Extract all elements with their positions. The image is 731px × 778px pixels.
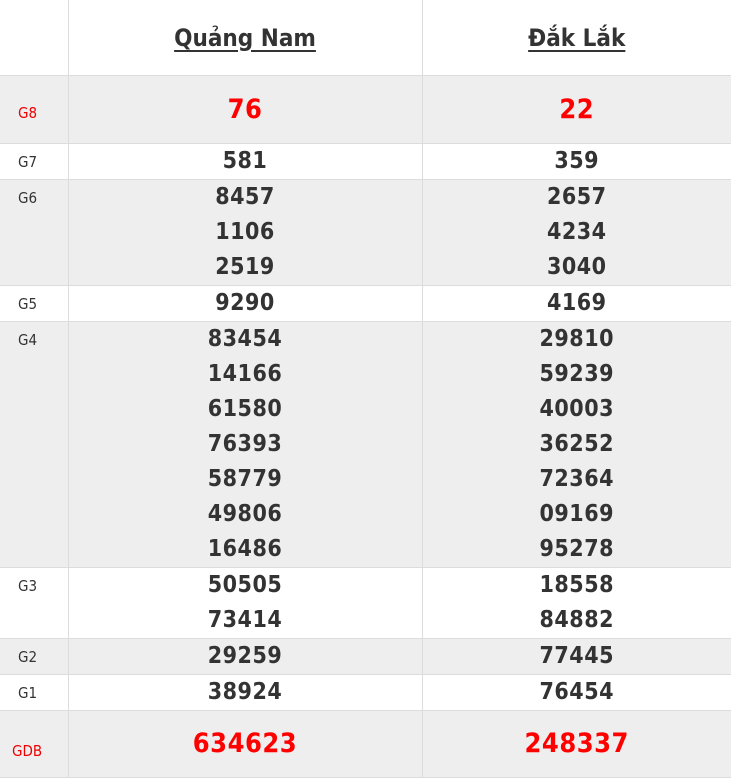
prize-cell: 581 xyxy=(68,144,422,180)
prize-number: 14166 xyxy=(69,357,422,392)
prize-number: 95278 xyxy=(423,532,731,567)
prize-number: 49806 xyxy=(69,497,422,532)
prize-label: G6 xyxy=(0,180,68,286)
prize-number: 634623 xyxy=(69,718,422,770)
prize-number: 59239 xyxy=(423,357,731,392)
prize-number: 18558 xyxy=(423,568,731,603)
prize-number: 09169 xyxy=(423,497,731,532)
prize-number: 3040 xyxy=(423,250,731,285)
prize-number: 72364 xyxy=(423,462,731,497)
prize-number: 581 xyxy=(69,144,422,179)
prize-number: 1106 xyxy=(69,215,422,250)
prize-label: G4 xyxy=(0,322,68,568)
prize-cell: 76 xyxy=(68,76,422,144)
prize-number: 4234 xyxy=(423,215,731,250)
prize-number: 76393 xyxy=(69,427,422,462)
prize-label: G1 xyxy=(0,675,68,711)
prize-number: 83454 xyxy=(69,322,422,357)
prize-number: 29259 xyxy=(69,639,422,674)
prize-number: 36252 xyxy=(423,427,731,462)
prize-cell: 77445 xyxy=(422,639,731,675)
prize-number: 73414 xyxy=(69,603,422,638)
prize-label: G3 xyxy=(0,568,68,639)
header-row: Quảng Nam Đắk Lắk xyxy=(0,0,731,76)
prize-cell: 38924 xyxy=(68,675,422,711)
prize-number: 38924 xyxy=(69,675,422,710)
prize-label: GDB xyxy=(0,711,68,778)
prize-number: 4169 xyxy=(423,286,731,321)
prize-label: G2 xyxy=(0,639,68,675)
prize-label: G7 xyxy=(0,144,68,180)
prize-cell: 248337 xyxy=(422,711,731,778)
prize-cell: 634623 xyxy=(68,711,422,778)
prize-number: 58779 xyxy=(69,462,422,497)
prize-number: 22 xyxy=(423,79,731,140)
prize-cell: 22 xyxy=(422,76,731,144)
prize-number: 2519 xyxy=(69,250,422,285)
corner-cell xyxy=(0,0,68,76)
prize-number: 9290 xyxy=(69,286,422,321)
prize-number: 16486 xyxy=(69,532,422,567)
prize-number: 76454 xyxy=(423,675,731,710)
prize-number: 2657 xyxy=(423,180,731,215)
prize-number: 40003 xyxy=(423,392,731,427)
province-link[interactable]: Đắk Lắk xyxy=(528,24,625,52)
prize-number: 29810 xyxy=(423,322,731,357)
prize-number: 8457 xyxy=(69,180,422,215)
prize-number: 248337 xyxy=(423,718,731,770)
prize-cell: 9290 xyxy=(68,286,422,322)
prize-number: 77445 xyxy=(423,639,731,674)
prize-label: G5 xyxy=(0,286,68,322)
prize-cell: 76454 xyxy=(422,675,731,711)
province-header-dak-lak[interactable]: Đắk Lắk xyxy=(422,0,731,76)
prize-cell: 29259 xyxy=(68,639,422,675)
prize-number: 61580 xyxy=(69,392,422,427)
prize-number: 50505 xyxy=(69,568,422,603)
prize-number: 84882 xyxy=(423,603,731,638)
prize-cell: 4169 xyxy=(422,286,731,322)
prize-number: 76 xyxy=(69,79,422,140)
prize-label: G8 xyxy=(0,76,68,144)
province-header-quang-nam[interactable]: Quảng Nam xyxy=(68,0,422,76)
prize-cell: 359 xyxy=(422,144,731,180)
province-link[interactable]: Quảng Nam xyxy=(174,24,316,52)
prize-number: 359 xyxy=(423,144,731,179)
